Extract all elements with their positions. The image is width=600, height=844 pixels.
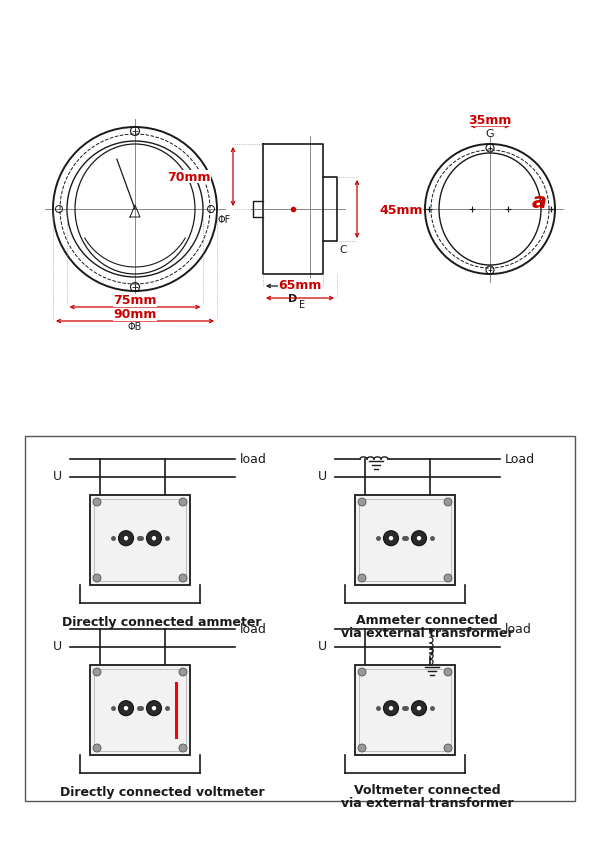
Text: a: a bbox=[532, 192, 547, 212]
Text: ΦF: ΦF bbox=[218, 214, 231, 225]
Circle shape bbox=[389, 706, 393, 711]
Circle shape bbox=[358, 499, 366, 506]
Circle shape bbox=[412, 531, 427, 546]
Bar bbox=[90, 495, 190, 585]
Circle shape bbox=[124, 706, 128, 711]
Text: ΦB: ΦB bbox=[128, 322, 142, 332]
Text: Voltmeter connected: Voltmeter connected bbox=[353, 783, 500, 796]
Text: G: G bbox=[485, 129, 494, 138]
Circle shape bbox=[444, 744, 452, 752]
Circle shape bbox=[444, 574, 452, 582]
Circle shape bbox=[444, 499, 452, 506]
Circle shape bbox=[179, 574, 187, 582]
Bar bbox=[359, 669, 451, 751]
Circle shape bbox=[179, 499, 187, 506]
Circle shape bbox=[152, 706, 156, 711]
Circle shape bbox=[119, 531, 133, 546]
Bar bbox=[94, 500, 186, 582]
Bar bbox=[90, 665, 190, 755]
Circle shape bbox=[93, 574, 101, 582]
Circle shape bbox=[389, 537, 393, 541]
Text: load: load bbox=[240, 453, 267, 466]
Text: 70mm: 70mm bbox=[167, 170, 211, 184]
Text: U: U bbox=[53, 470, 62, 483]
Circle shape bbox=[383, 701, 398, 716]
Text: 90mm: 90mm bbox=[113, 308, 157, 321]
Circle shape bbox=[444, 668, 452, 676]
Circle shape bbox=[152, 537, 156, 541]
Text: via external transformer: via external transformer bbox=[341, 626, 514, 639]
Circle shape bbox=[124, 537, 128, 541]
Text: Directly connected ammeter: Directly connected ammeter bbox=[62, 615, 262, 628]
Circle shape bbox=[417, 706, 421, 711]
Text: U: U bbox=[318, 640, 327, 652]
Text: ΦA: ΦA bbox=[128, 307, 142, 317]
Circle shape bbox=[119, 701, 133, 716]
Text: load: load bbox=[240, 623, 267, 636]
Circle shape bbox=[93, 668, 101, 676]
Text: load: load bbox=[505, 623, 532, 636]
Text: 75mm: 75mm bbox=[113, 295, 157, 307]
Text: Load: Load bbox=[505, 453, 535, 466]
Bar bbox=[94, 669, 186, 751]
Text: via external transformer: via external transformer bbox=[341, 796, 514, 809]
Text: Ammeter connected: Ammeter connected bbox=[356, 614, 498, 626]
Bar bbox=[359, 500, 451, 582]
Text: 35mm: 35mm bbox=[469, 113, 512, 127]
Circle shape bbox=[358, 574, 366, 582]
Circle shape bbox=[179, 744, 187, 752]
Circle shape bbox=[179, 668, 187, 676]
Circle shape bbox=[412, 701, 427, 716]
Circle shape bbox=[417, 537, 421, 541]
Circle shape bbox=[93, 499, 101, 506]
Text: D: D bbox=[289, 294, 298, 304]
Circle shape bbox=[358, 668, 366, 676]
Circle shape bbox=[93, 744, 101, 752]
Circle shape bbox=[146, 701, 161, 716]
Circle shape bbox=[146, 531, 161, 546]
Text: 65mm: 65mm bbox=[278, 279, 322, 292]
Text: Directly connected voltmeter: Directly connected voltmeter bbox=[59, 785, 265, 798]
Circle shape bbox=[358, 744, 366, 752]
Text: C: C bbox=[339, 245, 346, 255]
Text: U: U bbox=[318, 470, 327, 483]
Text: U: U bbox=[53, 640, 62, 652]
Bar bbox=[355, 495, 455, 585]
Bar bbox=[25, 436, 575, 801]
Bar bbox=[355, 665, 455, 755]
Text: 45mm: 45mm bbox=[379, 203, 422, 216]
Text: E: E bbox=[299, 300, 305, 310]
Circle shape bbox=[383, 531, 398, 546]
